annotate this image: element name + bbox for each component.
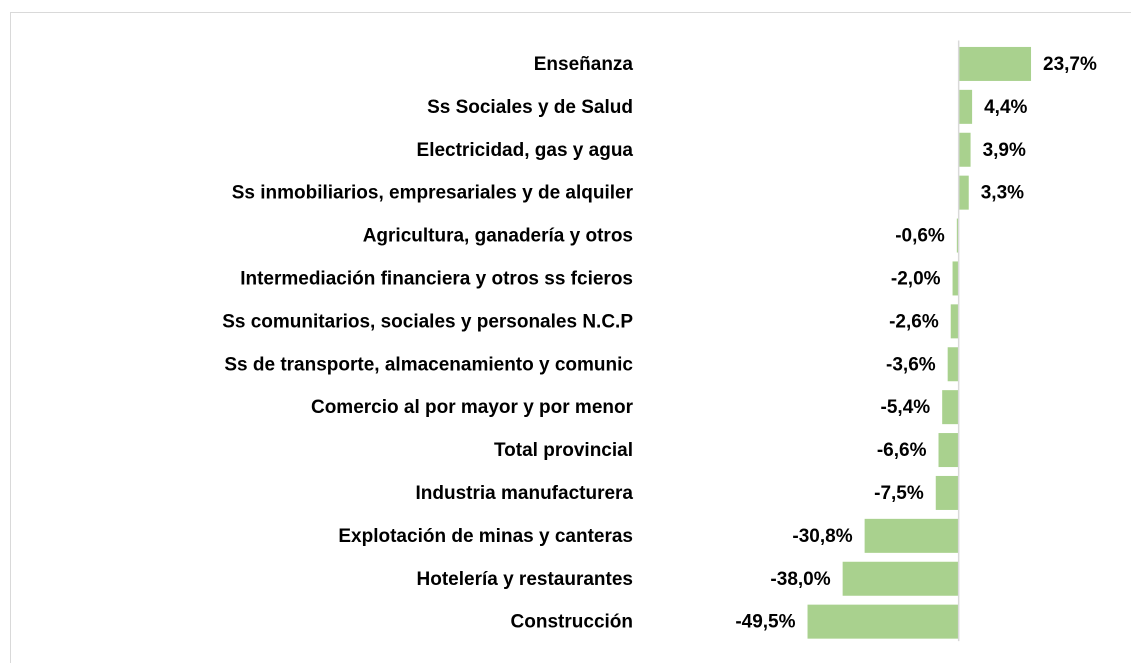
value-label: -38,0% [770,569,830,590]
category-label: Intermediación financiera y otros ss fci… [240,268,633,289]
category-label: Industria manufacturera [416,483,634,504]
bar [935,475,959,510]
value-label: 23,7% [1043,54,1097,75]
category-label: Enseñanza [534,54,634,75]
category-label: Electricidad, gas y agua [417,140,634,161]
value-label: -7,5% [874,483,924,504]
category-label: Comercio al por mayor y por menor [311,397,634,418]
bar [958,89,973,124]
bar [958,46,1032,81]
value-label: -6,6% [877,440,927,461]
bar [950,304,959,339]
category-label: Ss comunitarios, sociales y personales N… [222,311,633,332]
value-label: 3,9% [983,140,1026,161]
category-label: Agricultura, ganadería y otros [363,226,633,247]
bar [952,261,959,296]
value-label: -5,4% [881,397,931,418]
value-label: -49,5% [735,612,795,633]
value-label: -30,8% [792,526,852,547]
category-label: Construcción [511,612,633,633]
category-label: Explotación de minas y canteras [338,526,633,547]
bar [958,132,971,167]
value-label: -2,0% [891,268,941,289]
value-label: -2,6% [889,311,939,332]
bar [958,175,969,210]
value-label: -0,6% [895,226,945,247]
value-label: 4,4% [984,97,1027,118]
chart-frame [10,12,1131,663]
category-label: Ss inmobiliarios, empresariales y de alq… [232,183,634,204]
category-label: Total provincial [494,440,633,461]
bar [864,518,959,553]
category-label: Ss Sociales y de Salud [427,97,633,118]
value-label: 3,3% [981,183,1024,204]
value-label: -3,6% [886,354,936,375]
category-label: Ss de transporte, almacenamiento y comun… [224,354,633,375]
category-label: Hotelería y restaurantes [417,569,634,590]
bar [956,218,959,253]
bar [938,433,959,468]
bar [947,347,959,382]
bar [807,604,959,639]
bar [842,561,959,596]
bar [942,390,959,425]
